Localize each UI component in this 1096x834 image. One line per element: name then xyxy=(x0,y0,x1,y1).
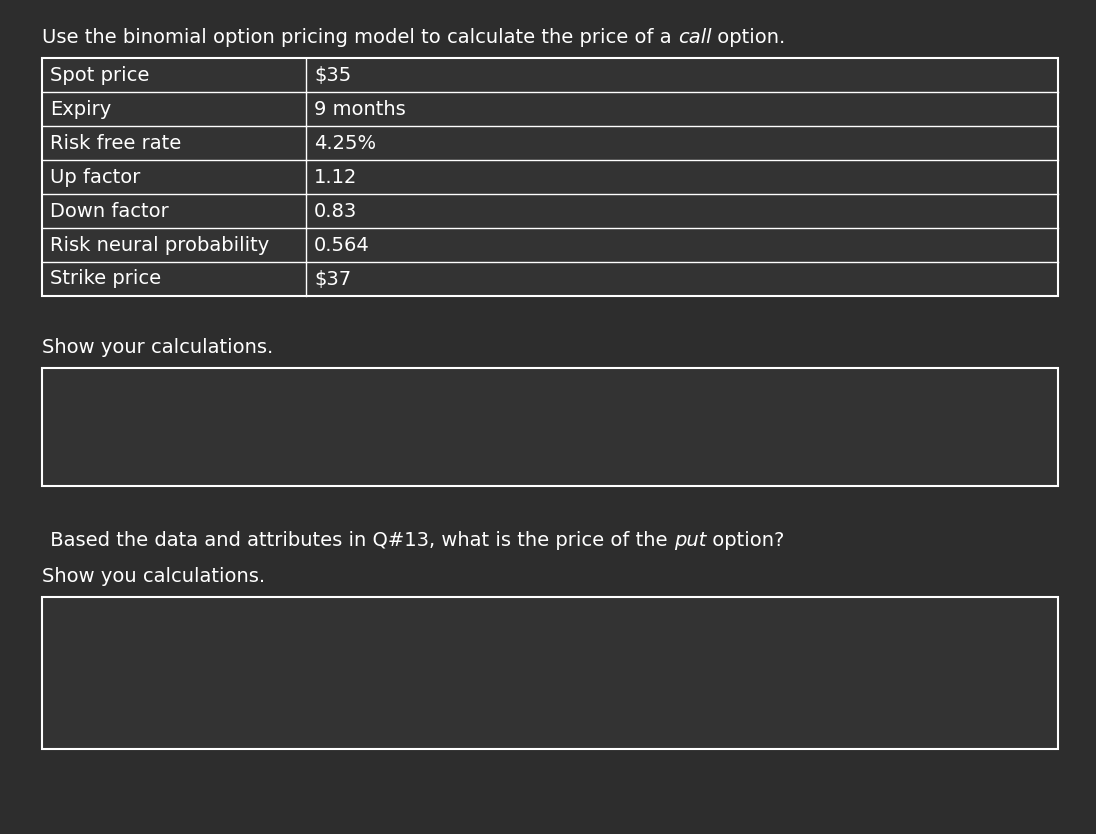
Text: Down factor: Down factor xyxy=(50,202,169,220)
Bar xyxy=(42,58,1058,296)
Text: call: call xyxy=(677,28,711,47)
Text: $35: $35 xyxy=(315,66,352,84)
Text: Show you calculations.: Show you calculations. xyxy=(42,567,265,586)
Text: 4.25%: 4.25% xyxy=(315,133,376,153)
Text: $37: $37 xyxy=(315,269,352,289)
Text: Show your calculations.: Show your calculations. xyxy=(42,338,273,357)
Text: Based the data and attributes in Q#13, what is the price of the: Based the data and attributes in Q#13, w… xyxy=(44,531,674,550)
Text: Strike price: Strike price xyxy=(50,269,161,289)
Text: Spot price: Spot price xyxy=(50,66,149,84)
Text: Risk neural probability: Risk neural probability xyxy=(50,235,270,254)
Text: 0.564: 0.564 xyxy=(315,235,370,254)
Text: option.: option. xyxy=(711,28,786,47)
Text: 1.12: 1.12 xyxy=(315,168,357,187)
Text: 0.83: 0.83 xyxy=(315,202,357,220)
Text: Use the binomial option pricing model to calculate the price of a: Use the binomial option pricing model to… xyxy=(42,28,677,47)
Text: Expiry: Expiry xyxy=(50,99,112,118)
Text: 9 months: 9 months xyxy=(315,99,406,118)
Text: put: put xyxy=(674,531,706,550)
Bar xyxy=(42,368,1058,486)
Text: option?: option? xyxy=(706,531,785,550)
Text: Up factor: Up factor xyxy=(50,168,140,187)
Text: Risk free rate: Risk free rate xyxy=(50,133,181,153)
Bar xyxy=(42,597,1058,749)
